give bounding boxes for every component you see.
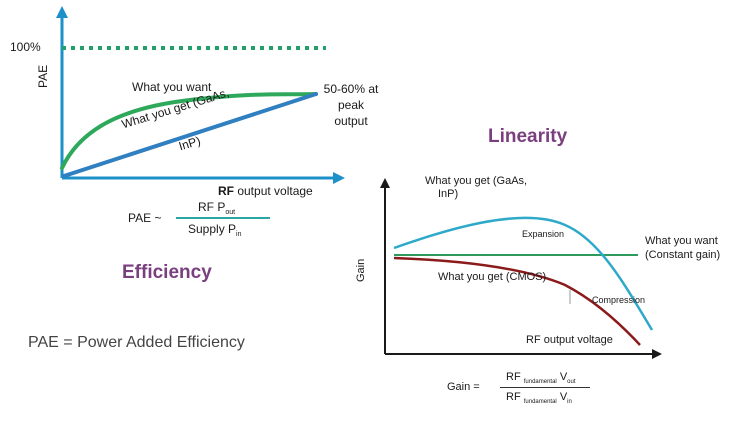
efficiency-peak-note-line1: 50-60% at: [323, 82, 379, 96]
efficiency-x-axis-label: RF output voltage: [218, 184, 313, 198]
linearity-title: Linearity: [488, 126, 568, 147]
efficiency-y-arrowhead: [56, 6, 68, 18]
linearity-gaas-curve: [393, 216, 654, 331]
efficiency-want-curve: [60, 92, 318, 170]
linearity-want-label-line2: (Constant gain): [645, 249, 721, 261]
efficiency-100-percent-label: 100%: [10, 40, 41, 54]
efficiency-peak-note-line2: peak: [337, 98, 365, 112]
linearity-want-label-line1: What you want: [645, 235, 718, 247]
linearity-compression-label: Compression: [592, 295, 646, 305]
linearity-expansion-label: Expansion: [522, 229, 565, 239]
linearity-x-axis-label: RF output voltage: [526, 334, 613, 346]
efficiency-formula-lhs: PAE ~: [128, 211, 162, 225]
linearity-y-axis-label: Gain: [355, 258, 367, 282]
efficiency-formula-fraction-bar: [176, 217, 270, 219]
linearity-cmos-label: What you get (CMOS): [438, 271, 547, 283]
linearity-x-arrowhead: [652, 349, 662, 359]
efficiency-peak-note-line3: output: [334, 114, 368, 128]
efficiency-want-label: What you want: [132, 80, 212, 94]
efficiency-x-arrowhead: [333, 172, 345, 184]
gain-formula-denominator: RF fundamental Vin: [506, 391, 572, 405]
efficiency-title: Efficiency: [122, 262, 212, 283]
linearity-y-arrowhead: [380, 178, 390, 188]
linearity-gaas-label-line1: What you get (GaAs,: [425, 175, 528, 187]
efficiency-formula-denominator: Supply Pin: [188, 222, 242, 238]
efficiency-y-axis-label: PAE: [36, 64, 50, 88]
gain-formula-lhs: Gain =: [447, 381, 480, 393]
pae-definition: PAE = Power Added Efficiency: [28, 334, 245, 351]
gain-formula-numerator: RF fundamental Vout: [506, 371, 576, 385]
efficiency-formula-numerator: RF Pout: [198, 200, 236, 216]
linearity-cmos-curve: [393, 256, 641, 346]
efficiency-get-line: [62, 92, 318, 178]
linearity-gaas-label-line2: InP): [438, 188, 459, 200]
gain-formula-fraction-bar: [500, 387, 590, 388]
